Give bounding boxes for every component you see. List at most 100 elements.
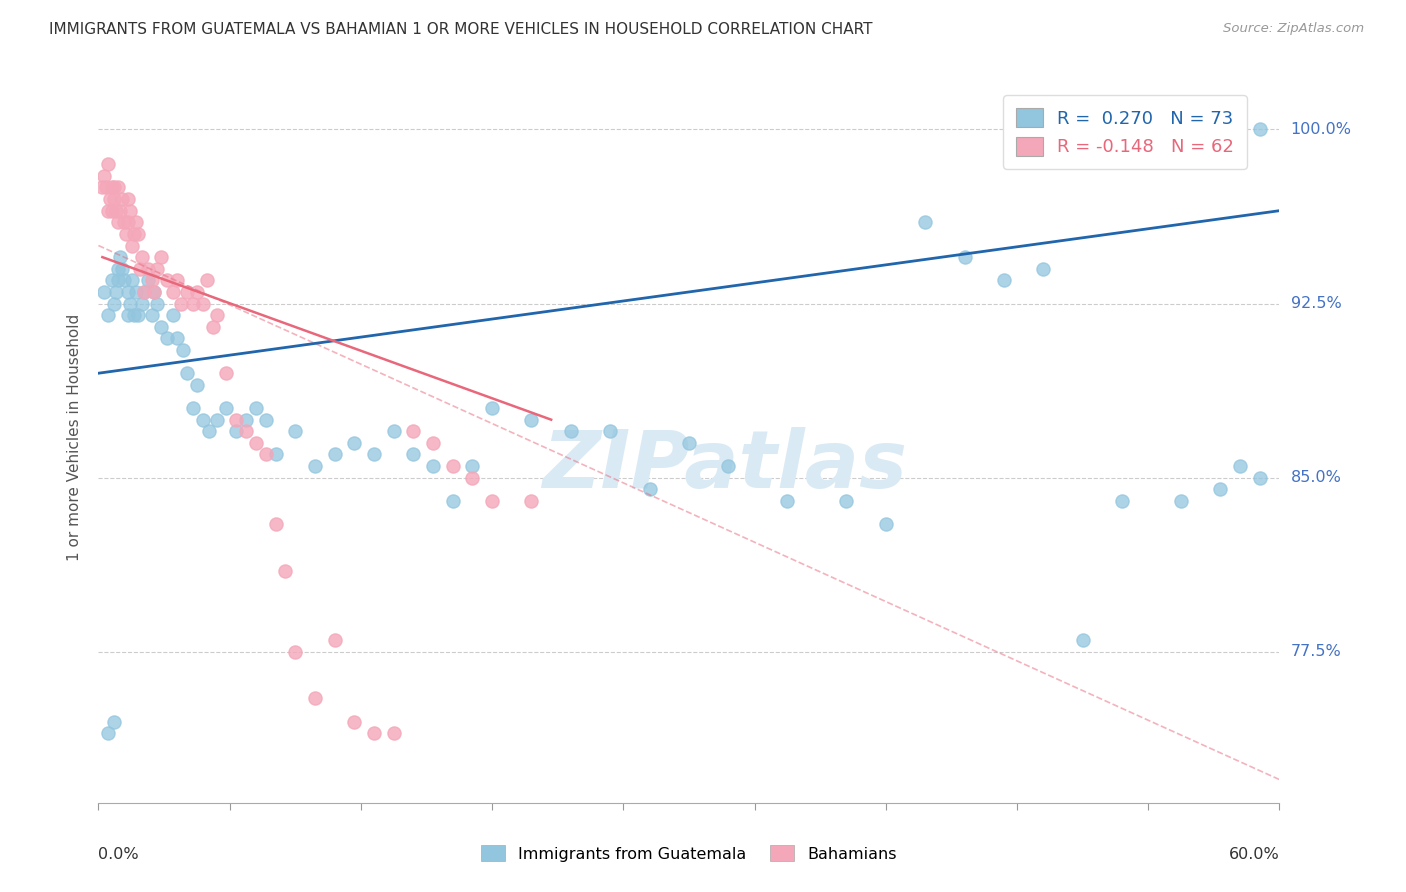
Point — [225, 412, 247, 426]
Text: 0.0%: 0.0% — [98, 847, 139, 862]
Point — [191, 296, 214, 310]
Point — [274, 564, 297, 578]
Point — [107, 261, 129, 276]
Point — [118, 296, 141, 310]
Point — [993, 273, 1015, 287]
Point — [638, 483, 661, 497]
Point — [215, 401, 238, 415]
Point — [441, 459, 464, 474]
Point — [117, 192, 139, 206]
Point — [245, 401, 267, 415]
Point — [117, 285, 139, 299]
Point — [481, 494, 503, 508]
Point — [422, 436, 444, 450]
Point — [304, 459, 326, 474]
Point — [97, 726, 120, 740]
Text: Source: ZipAtlas.com: Source: ZipAtlas.com — [1223, 22, 1364, 36]
Text: ZIPatlas: ZIPatlas — [541, 427, 907, 506]
Point — [225, 424, 247, 438]
Point — [461, 471, 484, 485]
Point — [121, 273, 143, 287]
Point — [1071, 633, 1094, 648]
Point — [205, 308, 228, 322]
Point — [520, 412, 543, 426]
Point — [422, 459, 444, 474]
Point — [132, 285, 155, 299]
Text: 60.0%: 60.0% — [1229, 847, 1279, 862]
Point — [323, 448, 346, 462]
Point — [186, 377, 208, 392]
Point — [254, 448, 277, 462]
Point — [304, 691, 326, 706]
Point — [136, 273, 159, 287]
Point — [481, 401, 503, 415]
Point — [127, 227, 149, 241]
Point — [1249, 471, 1271, 485]
Point — [117, 215, 139, 229]
Point — [96, 180, 118, 194]
Point — [323, 633, 346, 648]
Point — [125, 215, 148, 229]
Point — [108, 250, 131, 264]
Point — [599, 424, 621, 438]
Text: IMMIGRANTS FROM GUATEMALA VS BAHAMIAN 1 OR MORE VEHICLES IN HOUSEHOLD CORRELATIO: IMMIGRANTS FROM GUATEMALA VS BAHAMIAN 1 … — [49, 22, 873, 37]
Point — [1032, 261, 1054, 276]
Point — [195, 273, 218, 287]
Y-axis label: 1 or more Vehicles in Household: 1 or more Vehicles in Household — [66, 313, 82, 561]
Point — [108, 203, 131, 218]
Point — [105, 285, 128, 299]
Point — [101, 273, 124, 287]
Point — [402, 424, 425, 438]
Point — [115, 227, 138, 241]
Point — [181, 401, 204, 415]
Point — [205, 412, 228, 426]
Point — [1249, 122, 1271, 136]
Point — [98, 192, 121, 206]
Point — [107, 180, 129, 194]
Point — [107, 215, 129, 229]
Point — [91, 180, 114, 194]
Point — [953, 250, 976, 264]
Point — [254, 412, 277, 426]
Point — [156, 273, 179, 287]
Point — [118, 203, 141, 218]
Point — [678, 436, 700, 450]
Point — [215, 366, 238, 380]
Point — [141, 273, 163, 287]
Point — [111, 261, 134, 276]
Point — [142, 285, 165, 299]
Point — [162, 308, 184, 322]
Point — [127, 308, 149, 322]
Point — [284, 424, 307, 438]
Point — [264, 448, 287, 462]
Point — [136, 261, 159, 276]
Point — [117, 308, 139, 322]
Point — [112, 215, 135, 229]
Point — [875, 517, 897, 532]
Point — [103, 180, 125, 194]
Point — [101, 203, 124, 218]
Text: 92.5%: 92.5% — [1291, 296, 1341, 311]
Point — [264, 517, 287, 532]
Point — [197, 424, 219, 438]
Point — [166, 273, 188, 287]
Point — [170, 296, 193, 310]
Point — [131, 250, 153, 264]
Point — [186, 285, 208, 299]
Point — [121, 238, 143, 252]
Text: 85.0%: 85.0% — [1291, 470, 1341, 485]
Point — [201, 319, 224, 334]
Point — [93, 169, 115, 183]
Point — [125, 285, 148, 299]
Point — [156, 331, 179, 345]
Text: 77.5%: 77.5% — [1291, 644, 1341, 659]
Point — [166, 331, 188, 345]
Point — [103, 296, 125, 310]
Point — [97, 203, 120, 218]
Point — [235, 424, 257, 438]
Point — [914, 215, 936, 229]
Point — [142, 285, 165, 299]
Point — [560, 424, 582, 438]
Point — [382, 726, 405, 740]
Point — [131, 296, 153, 310]
